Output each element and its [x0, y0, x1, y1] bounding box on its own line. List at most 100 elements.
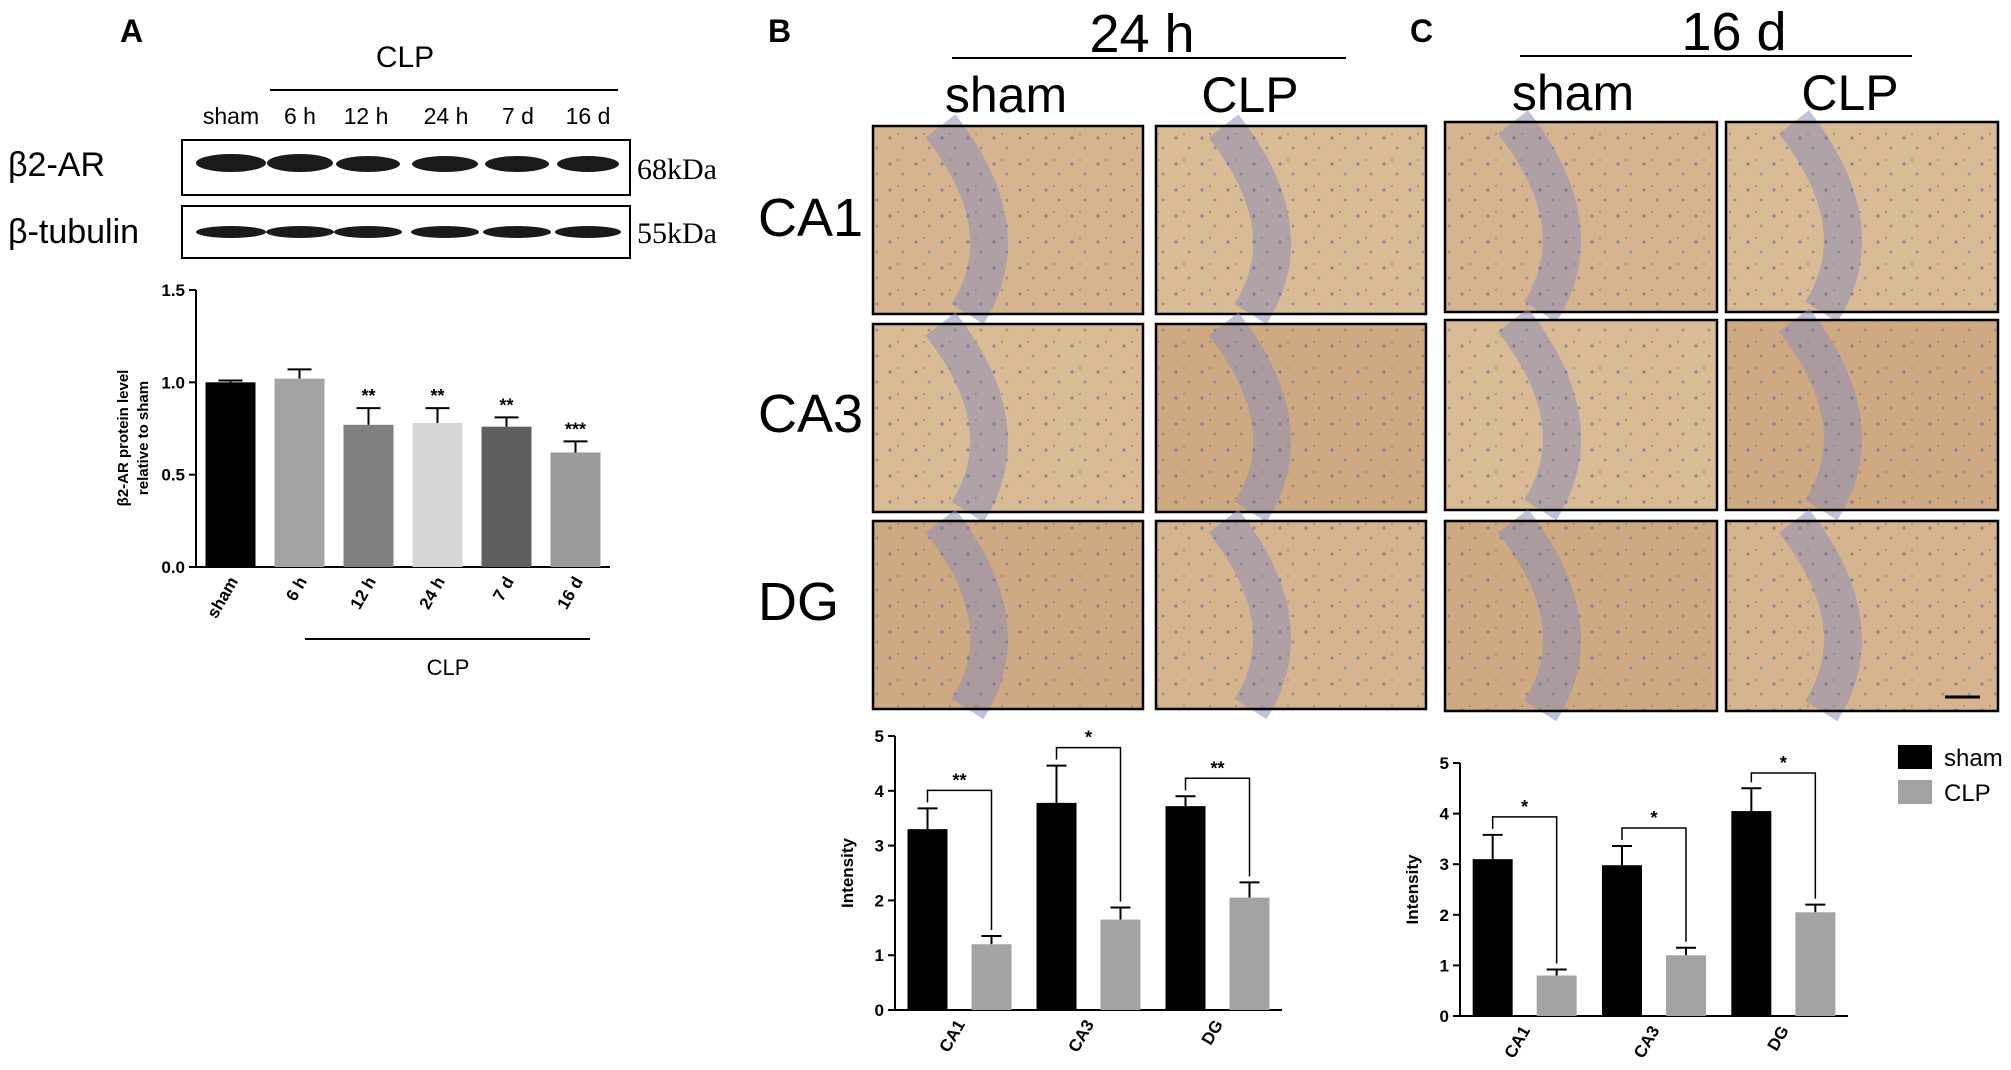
chart-a-significance: ***	[565, 419, 586, 439]
panel-b-column-sham: sham	[945, 67, 1067, 123]
chart-c-significance: *	[1650, 808, 1657, 828]
chart-b-bar	[971, 944, 1012, 1010]
lane-label: 6 h	[284, 103, 316, 129]
chart-b-significance: **	[1210, 758, 1224, 778]
panel-b-row-ca3: CA3	[758, 384, 863, 444]
chart-a: 0.0 0.5 1.0 1.5 sham 6 h ** 12 h ** 24 h ** 7 d *** 1…	[161, 281, 610, 621]
panel-b-micrograph-tile-frame	[1154, 322, 1428, 514]
panel-b-micrograph-tile-texture	[1156, 324, 1426, 512]
chart-a-bar	[274, 378, 325, 567]
chart-b-y-axis-label: Intensity	[838, 838, 857, 908]
panel-c-column-clp: CLP	[1801, 65, 1898, 121]
blot-size-label: 55kDa	[637, 217, 717, 250]
chart-a-significance: **	[430, 386, 444, 406]
chart-a-y-tick-label: 0.0	[161, 558, 185, 577]
legend-swatch-clp	[1898, 780, 1932, 804]
chart-b-significance: *	[1085, 728, 1092, 748]
blot-band	[266, 226, 334, 238]
panel-b-micrograph-tile-texture	[873, 126, 1143, 314]
chart-a-x-tick-label: 12 h	[346, 574, 379, 613]
chart-b-significance-bracket	[926, 789, 993, 931]
chart-b-bar	[1165, 806, 1206, 1010]
chart-c-x-tick-label: CA1	[1501, 1023, 1534, 1062]
chart-a-bar	[205, 382, 256, 567]
chart-c-bar	[1602, 865, 1642, 1016]
blot-band	[336, 156, 400, 172]
clp-footer-label: CLP	[427, 655, 470, 680]
chart-c-bar	[1536, 975, 1577, 1016]
chart-c-y-tick-label: 4	[1440, 805, 1450, 824]
chart-b-y-tick-label: 5	[875, 727, 884, 746]
panel-b-row-dg: DG	[758, 572, 839, 632]
chart-b-x-tick-label: DG	[1198, 1017, 1227, 1049]
chart-b-bar	[907, 829, 948, 1010]
panel-c-micrograph-tile-frame	[1724, 318, 2000, 512]
chart-a-bar	[550, 452, 601, 567]
chart-c-x-tick-label: DG	[1764, 1023, 1793, 1055]
panel-c-micrograph-tile-texture	[1445, 320, 1717, 510]
chart-a-x-tick-label: 16 d	[553, 574, 586, 613]
chart-c-significance: *	[1780, 753, 1787, 773]
chart-c-bar	[1731, 811, 1772, 1016]
blot-band	[485, 156, 549, 172]
blot-band	[411, 226, 479, 238]
panel-b-micrograph-tile-frame	[871, 322, 1145, 514]
chart-c-significance: *	[1521, 797, 1528, 817]
chart-a-bar	[343, 424, 394, 567]
legend-label-sham: sham	[1944, 745, 2003, 772]
chart-a-ylabel-line1: β2-AR protein level	[115, 370, 132, 507]
chart-a-y-tick-label: 0.5	[161, 466, 185, 485]
chart-a-y-tick-label: 1.5	[161, 281, 185, 300]
chart-b-x-tick-label: CA3	[1065, 1017, 1098, 1056]
chart-b-y-tick-label: 4	[875, 782, 885, 801]
panel-label-a: A	[120, 13, 143, 49]
panel-c-micrograph-tile-frame	[1724, 519, 2000, 713]
chart-a-bar	[481, 426, 532, 567]
panel-c-micrograph-tile-frame	[1443, 318, 1719, 512]
chart-c: 0 1 2 3 4 5 Intensity * CA1 * CA3 * DG	[1403, 753, 1848, 1061]
chart-b-bar	[1036, 802, 1077, 1010]
panel-c-micrograph-tile-texture	[1445, 521, 1717, 711]
chart-c-y-tick-label: 3	[1440, 855, 1449, 874]
panel-b-micrograph-tile-texture	[1156, 521, 1426, 709]
panel-b-micrograph-tile-texture	[873, 521, 1143, 709]
chart-a-x-tick-label: 24 h	[415, 574, 448, 613]
chart-b-x-tick-label: CA1	[936, 1017, 969, 1056]
chart-b-y-tick-label: 0	[875, 1001, 884, 1020]
lane-label: 7 d	[502, 103, 534, 129]
panel-c-micrograph-tile-texture	[1726, 521, 1998, 711]
panel-b-time-label: 24 h	[1089, 4, 1194, 64]
chart-b-bar	[1100, 919, 1141, 1010]
lane-labels: sham 6 h 12 h 24 h 7 d 16 d	[203, 103, 611, 129]
blot-band	[557, 156, 619, 172]
blot-band	[555, 226, 621, 238]
chart-c-significance-bracket	[1750, 772, 1817, 899]
chart-a-significance: **	[361, 386, 375, 406]
panel-b-micrograph-tile-frame	[871, 519, 1145, 711]
blot-bands	[196, 226, 621, 238]
panel-c-micrographs	[1443, 110, 2000, 722]
chart-a-y-tick-label: 1.0	[161, 373, 185, 392]
chart-b-y-tick-label: 1	[875, 946, 884, 965]
blot-band	[196, 226, 266, 238]
chart-b-significance-bracket	[1055, 746, 1122, 902]
panel-c-micrograph-tile-frame	[1443, 519, 1719, 713]
blot-band	[483, 226, 551, 238]
chart-b-y-tick-label: 3	[875, 837, 884, 856]
panel-b-micrograph-tile-frame	[1154, 124, 1428, 316]
panel-label-c: C	[1410, 13, 1433, 49]
chart-b-bar	[1229, 897, 1270, 1010]
blot-protein-label: β-tubulin	[8, 213, 139, 251]
chart-a-x-tick-label: 6 h	[282, 574, 311, 605]
lane-label: 24 h	[424, 103, 469, 129]
blot-band	[267, 154, 333, 172]
panel-c-micrograph-tile-frame	[1443, 120, 1719, 314]
chart-a-x-tick-label: sham	[203, 574, 242, 622]
chart-c-bar	[1666, 955, 1706, 1016]
chart-a-x-tick-label: 7 d	[489, 574, 518, 605]
panel-b-micrograph-tile-frame	[871, 124, 1145, 316]
panel-b-micrograph-tile-texture	[1156, 126, 1426, 314]
panel-c-micrograph-tile-texture	[1726, 320, 1998, 510]
blot-size-label: 68kDa	[637, 153, 717, 186]
panel-b-column-clp: CLP	[1201, 67, 1298, 123]
